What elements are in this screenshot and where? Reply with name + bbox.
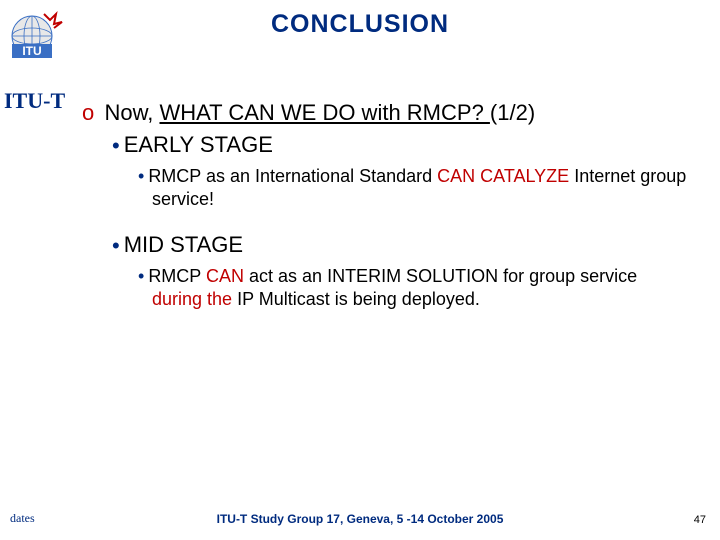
stage2-label: MID STAGE — [124, 232, 243, 257]
sidebar-label: ITU-T — [4, 88, 65, 114]
stage2-post: IP Multicast is being deployed. — [232, 289, 480, 309]
stage2-red2: during the — [152, 289, 232, 309]
l1-underline: WHAT CAN WE DO with RMCP? — [159, 100, 489, 125]
bullet-level1: o Now, WHAT CAN WE DO with RMCP? (1/2) — [82, 100, 700, 126]
bullet-dot-icon: • — [138, 166, 144, 186]
stage1-red: CAN CATALYZE — [437, 166, 569, 186]
stage2-pre: RMCP — [148, 266, 206, 286]
slide: ITU CONCLUSION ITU-T o Now, WHAT CAN WE … — [0, 0, 720, 540]
l1-pre: Now, — [104, 100, 159, 125]
stage2-red1: CAN — [206, 266, 244, 286]
stage2-mid: act as an INTERIM SOLUTION for group ser… — [244, 266, 637, 286]
bullet-dot-icon: • — [112, 233, 120, 258]
l1-post: (1/2) — [490, 100, 535, 125]
stage2-sub: •RMCP CAN act as an INTERIM SOLUTION for… — [138, 265, 700, 310]
stage1-heading: •EARLY STAGE — [112, 132, 700, 159]
stage2-heading: •MID STAGE — [112, 232, 700, 259]
svg-text:ITU: ITU — [22, 44, 41, 58]
stage1-pre: RMCP as an International Standard — [148, 166, 437, 186]
bullet1-text: Now, WHAT CAN WE DO with RMCP? (1/2) — [104, 100, 535, 125]
content-area: o Now, WHAT CAN WE DO with RMCP? (1/2) •… — [82, 100, 700, 328]
stage1-label: EARLY STAGE — [124, 132, 273, 157]
page-number: 47 — [694, 514, 706, 526]
bullet1-marker: o — [82, 100, 100, 126]
footer-center: ITU-T Study Group 17, Geneva, 5 -14 Octo… — [0, 512, 720, 526]
stage1-sub: •RMCP as an International Standard CAN C… — [138, 165, 700, 210]
bullet-dot-icon: • — [138, 266, 144, 286]
bullet-dot-icon: • — [112, 133, 120, 158]
slide-title: CONCLUSION — [0, 10, 720, 39]
